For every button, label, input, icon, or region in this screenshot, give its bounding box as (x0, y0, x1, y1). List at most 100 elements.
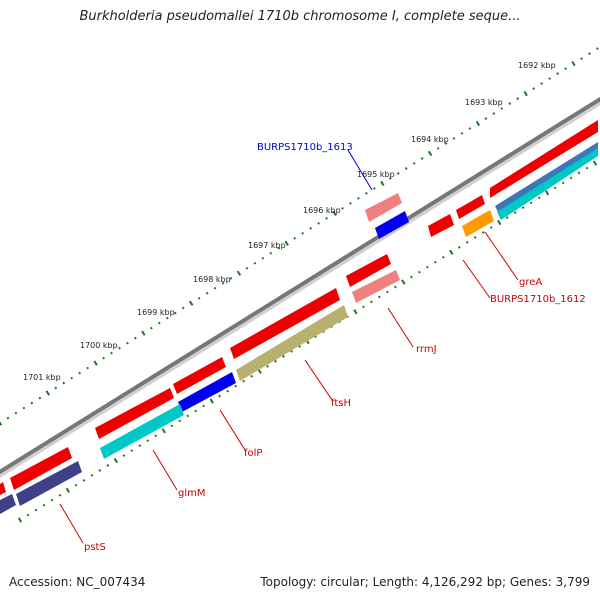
gene-arrow-top-rrmJ[interactable] (346, 254, 391, 287)
inner-tick-52 (433, 260, 437, 264)
leader-ftsH (304, 359, 333, 401)
inner-tick-62 (513, 211, 517, 215)
outer-tick-11 (86, 366, 89, 370)
gene-arrow-top-edge[interactable] (0, 482, 6, 495)
gene-arrow-blue-folP[interactable] (178, 372, 236, 412)
inner-tick-15 (138, 444, 142, 448)
gene-label-rrmJ[interactable]: rrmJ (416, 344, 437, 355)
inner-tick-60 (497, 219, 502, 226)
outer-tick-67 (532, 87, 536, 90)
chromosome-backbone (0, 96, 600, 475)
gene-arrow-navy-2[interactable] (0, 494, 16, 514)
tick-label-1700: 1700 kbp (80, 341, 118, 350)
inner-tick-68 (561, 181, 565, 185)
outer-tick-41 (325, 216, 328, 220)
outer-tick-19 (149, 326, 153, 330)
inner-tick-59 (489, 226, 493, 229)
inner-tick-63 (521, 206, 525, 210)
outer-tick-75 (596, 47, 599, 51)
outer-tick-39 (309, 226, 313, 230)
gene-arrow-top-ftsH[interactable] (230, 288, 340, 359)
inner-tick-44 (370, 300, 373, 304)
inner-tick-18 (161, 428, 166, 434)
outer-tick-54 (427, 150, 433, 157)
reverse-strand-features (0, 142, 598, 514)
gene-label-ftsH[interactable]: ftsH (331, 398, 351, 409)
leader-1612 (462, 259, 491, 299)
gene-arrow-top-3[interactable] (428, 214, 454, 237)
tick-label-1694: 1694 kbp (411, 135, 449, 144)
outer-tick-66 (523, 90, 528, 97)
inner-tick-11 (106, 464, 110, 467)
gene-arrow-top-pstS[interactable] (10, 447, 72, 490)
inner-tick-34 (290, 350, 293, 353)
inner-tick-57 (473, 236, 477, 239)
inner-tick-7 (74, 483, 78, 487)
outer-tick-45 (357, 196, 360, 200)
gene-arrow-cyan-glmM[interactable] (100, 404, 184, 459)
gene-arrow-steel[interactable] (495, 142, 598, 214)
outer-tick-29 (229, 276, 233, 280)
tick-label-1698: 1698 kbp (193, 275, 231, 284)
outer-tick-69 (548, 77, 551, 80)
inner-tick-9 (90, 473, 94, 477)
inner-tick-17 (154, 434, 158, 438)
inner-tick-5 (58, 493, 62, 497)
gene-arrow-pink-1613[interactable] (365, 193, 402, 222)
outer-tick-44 (349, 201, 352, 205)
gene-arrow-top-2[interactable] (456, 195, 485, 219)
inner-tick-12 (113, 457, 119, 464)
gene-arrow-top-1[interactable] (490, 120, 598, 198)
gene-arrow-top-folP[interactable] (173, 357, 226, 394)
outer-tick-1 (6, 416, 10, 420)
leader-glmM (152, 449, 178, 491)
gene-label-glmM[interactable]: glmM (178, 488, 206, 499)
tick-label-1692: 1692 kbp (518, 61, 556, 70)
gene-label-1612[interactable]: BURPS1710b_1612 (490, 294, 586, 305)
inner-tick-10 (98, 469, 102, 472)
inner-tick-67 (553, 186, 557, 190)
gene-label-pstS[interactable]: pstS (84, 542, 106, 553)
inner-tick-22 (194, 409, 198, 413)
gene-arrow-cyan-right[interactable] (497, 148, 598, 220)
forward-strand-features (0, 120, 598, 495)
inner-tick-0 (17, 517, 23, 523)
inner-tick-48 (401, 279, 406, 285)
gene-arrow-orange[interactable] (462, 210, 494, 237)
gene-arrow-top-glmM[interactable] (95, 388, 174, 439)
outer-tick-56 (444, 142, 448, 145)
leader-folP (219, 409, 246, 451)
inner-tick-54 (449, 249, 454, 255)
accession-text: Accession: NC_007434 (9, 575, 146, 589)
outer-tick-47 (372, 187, 376, 190)
inner-tick-30 (257, 368, 262, 374)
outer-tick-35 (277, 246, 281, 250)
gene-arrow-olive[interactable] (236, 305, 348, 381)
outer-tick-50 (396, 172, 400, 175)
gene-label-folP[interactable]: folP (244, 448, 262, 459)
tick-label-1701: 1701 kbp (23, 373, 61, 382)
outer-tick-33 (261, 256, 265, 260)
outer-tick-14 (110, 351, 113, 355)
outer-tick-42 (332, 210, 337, 217)
gene-arrow-pink-1612[interactable] (352, 270, 400, 303)
gene-arrow-navy-1[interactable] (16, 461, 82, 506)
outer-tick-74 (588, 52, 591, 56)
outer-tick-73 (580, 57, 583, 61)
gene-label-greA[interactable]: greA (519, 277, 542, 288)
inner-tick-50 (417, 270, 421, 274)
outer-tick-68 (540, 82, 544, 85)
outer-tick-63 (500, 107, 504, 110)
outer-tick-20 (157, 321, 161, 325)
gene-label-1613[interactable]: BURPS1710b_1613 (257, 142, 353, 153)
outer-tick-8 (62, 381, 66, 385)
inner-tick-25 (218, 394, 222, 398)
gene-labels: greA BURPS1710b_1612 rrmJ ftsH folP glmM… (84, 142, 586, 553)
inner-tick-marks (17, 160, 598, 523)
leader-1613 (347, 149, 373, 191)
outer-tick-4 (30, 401, 34, 405)
inner-tick-46 (386, 290, 389, 294)
outer-tick-40 (317, 221, 320, 225)
outer-tick-6 (45, 390, 50, 396)
gene-arrow-blue-1613[interactable] (375, 211, 409, 239)
